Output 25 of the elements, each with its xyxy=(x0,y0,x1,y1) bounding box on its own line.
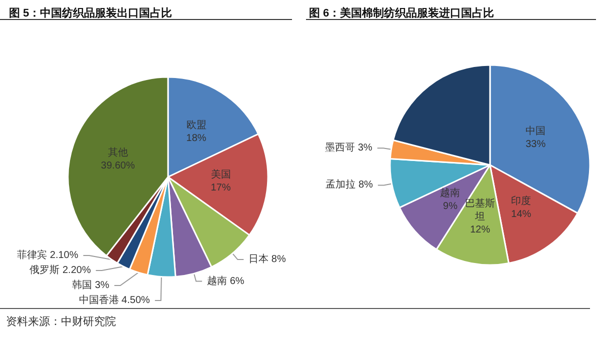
data-label: 39.60% xyxy=(100,160,135,172)
slice-label: 俄罗斯 2.20% xyxy=(30,264,91,276)
data-label: 9% xyxy=(443,201,458,212)
slice-label: 越南 xyxy=(440,187,460,200)
data-label: 17% xyxy=(210,182,231,194)
data-label: 18% xyxy=(186,133,206,144)
data-label: 33% xyxy=(526,139,546,150)
slice-label: 孟加拉 8% xyxy=(326,178,374,191)
slice-label: 中国香港 4.50% xyxy=(78,294,150,306)
slice-label: 其他 xyxy=(108,146,128,159)
data-label: 12% xyxy=(470,224,490,236)
slice-label: 日本 8% xyxy=(248,253,286,266)
slice-label: 越南 6% xyxy=(207,274,244,287)
chart-title: 图 5：中国纺织品服装出口国占比 xyxy=(9,6,172,20)
slice-label: 印度 xyxy=(511,194,532,207)
slice-label: 巴基斯坦 xyxy=(465,198,496,223)
slice-label: 美国 xyxy=(210,168,231,181)
chart-title: 图 6：美国棉制纺织品服装进口国占比 xyxy=(309,6,494,20)
text: 资料来源：中财研究院 xyxy=(6,314,116,329)
slice-label: 欧盟 xyxy=(186,119,206,132)
data-label: 14% xyxy=(511,208,532,220)
slice-label: 菲律宾 2.10% xyxy=(17,249,78,261)
slice-label: 韩国 3% xyxy=(72,279,110,291)
slice-label: 中国 xyxy=(526,125,546,138)
slice-label: 墨西哥 3% xyxy=(325,142,372,154)
